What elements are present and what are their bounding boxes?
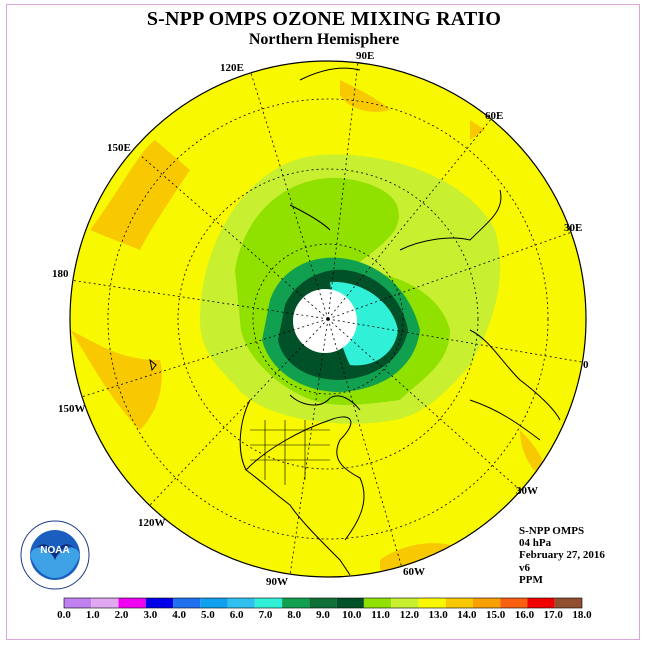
info-date: February 27, 2016 (519, 549, 605, 562)
noaa-logo: NOAA (20, 520, 90, 590)
coast-hudson-bay (289, 394, 361, 411)
colorbar-swatch (282, 598, 310, 608)
colorbar-swatch (500, 598, 528, 608)
lon-label-150w: 150W (58, 403, 86, 415)
colorbar-swatch (64, 598, 92, 608)
info-instrument: S-NPP OMPS (519, 525, 585, 537)
colorbar-swatch (227, 598, 255, 608)
lon-label-90w: 90W (266, 576, 288, 588)
colorbar-swatch (527, 598, 555, 608)
lon-label-120e: 120E (220, 62, 244, 74)
colorbar-tick-label: 2.0 (115, 609, 129, 621)
colorbar-swatch (254, 598, 283, 608)
lon-label-60w: 60W (403, 566, 425, 578)
colorbar-swatch (391, 598, 419, 608)
orange-region-150w (70, 330, 162, 430)
orange-region-90e (340, 80, 390, 112)
image-frame (6, 4, 640, 640)
map-subtitle: Northern Hemisphere (248, 31, 400, 48)
noaa-logo-text: NOAA (40, 545, 69, 556)
colorbar-swatch (91, 598, 119, 608)
meridian-120e (249, 69, 329, 320)
us-state-borders (250, 420, 330, 485)
colorbar-tick-label: 1.0 (86, 609, 100, 621)
coast-europe (469, 329, 561, 421)
lon-label-60e: 60E (485, 110, 504, 122)
coast-hawaii (149, 358, 157, 372)
colorbar-swatch (309, 598, 337, 608)
lon-label-150e: 150E (107, 142, 131, 154)
orange-region-60e (470, 120, 485, 140)
meridian-60e (327, 117, 493, 320)
colorbar-swatch (418, 598, 446, 608)
coast-north-america-east (245, 416, 365, 541)
colorbar-tick-label: 6.0 (230, 609, 244, 621)
colorbar-tick-label: 9.0 (316, 609, 330, 621)
meridian-30e (327, 231, 573, 320)
info-level: 04 hPa (519, 537, 552, 550)
colorbar-swatches (63, 597, 583, 609)
colorbar-swatch (336, 598, 364, 608)
colorbar-swatch (173, 598, 201, 608)
colorbar-swatch (200, 598, 228, 608)
map-title: S-NPP OMPS OZONE MIXING RATIO (146, 8, 502, 30)
map-boundary (69, 60, 587, 578)
latitude-circle-70 (252, 243, 404, 395)
colorbar-tick-label: 18.0 (572, 609, 592, 621)
meridian-90w (289, 318, 329, 576)
coast-south-asia (299, 67, 361, 81)
graticule (70, 61, 583, 576)
orange-region-150e (90, 140, 190, 250)
coastlines (149, 67, 561, 576)
lon-label-30w: 30W (516, 485, 538, 497)
colorbar-tick-label: 11.0 (371, 609, 390, 621)
colorbar-swatch (554, 598, 582, 608)
colorbar-tick-label: 10.0 (342, 609, 362, 621)
lon-label-30e: 30E (564, 222, 583, 234)
colorbar-tick-label: 0.0 (57, 609, 71, 621)
coast-north-america-west (239, 399, 351, 576)
lon-label-90e: 90E (356, 50, 375, 62)
colorbar-tick-label: 15.0 (486, 609, 506, 621)
lon-label-180: 180 (52, 268, 69, 280)
meridian-90e (327, 61, 359, 320)
info-block: S-NPP OMPS 04 hPa February 27, 2016 v6 P… (519, 525, 605, 586)
meridian-150e (139, 154, 329, 320)
meridian-180 (70, 279, 329, 320)
lon-label-0: 0 (583, 359, 589, 371)
latitude-circle-50 (177, 168, 479, 470)
meridian-60w (327, 318, 403, 569)
lon-label-120w: 120W (138, 517, 166, 529)
colorbar-swatch (363, 598, 392, 608)
coast-asia-east (289, 204, 331, 231)
orange-region-60w (380, 543, 450, 570)
colorbar-tick-label: 7.0 (259, 609, 273, 621)
colorbar-tick-label: 8.0 (287, 609, 301, 621)
colorbar-tick-label: 3.0 (143, 609, 157, 621)
coast-asia-north (399, 189, 502, 251)
colorbar-swatch (145, 598, 174, 608)
colorbar-tick-label: 12.0 (400, 609, 420, 621)
colorbar-tick-label: 5.0 (201, 609, 215, 621)
colorbar-swatch (118, 598, 146, 608)
colorbar-swatch (472, 598, 501, 608)
colorbar-border (63, 597, 583, 609)
colorbar-ticks: 0.0 1.0 2.0 3.0 4.0 5.0 6.0 7.0 8.0 9.0 10.0 11.0 12… (57, 609, 592, 621)
colorbar-tick-label: 13.0 (428, 609, 448, 621)
coast-africa-north (469, 399, 541, 441)
info-units: PPM (519, 573, 543, 586)
missing-data-hole (293, 289, 357, 353)
colorbar-tick-label: 17.0 (544, 609, 564, 621)
colorbar-tick-label: 14.0 (457, 609, 477, 621)
latitude-circle-30 (107, 98, 549, 540)
colorbar-swatch (445, 598, 473, 608)
info-version: v6 (519, 561, 530, 574)
colorbar-tick-label: 4.0 (172, 609, 186, 621)
colorbar-tick-label: 16.0 (515, 609, 535, 621)
